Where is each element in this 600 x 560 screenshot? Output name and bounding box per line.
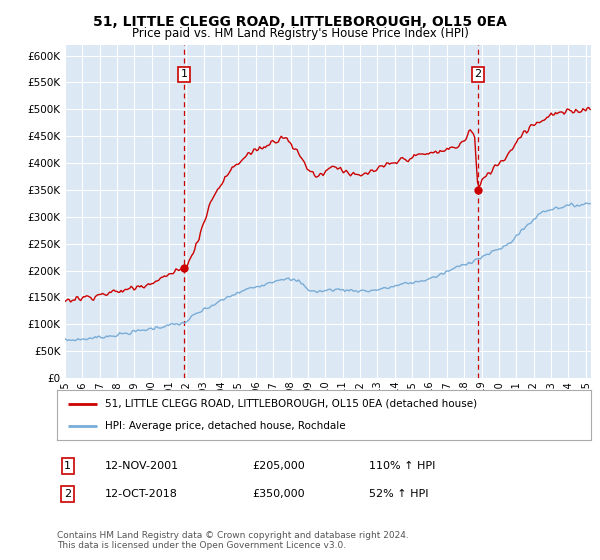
Text: 1: 1	[181, 69, 188, 80]
Text: 51, LITTLE CLEGG ROAD, LITTLEBOROUGH, OL15 0EA (detached house): 51, LITTLE CLEGG ROAD, LITTLEBOROUGH, OL…	[105, 399, 477, 409]
Text: Price paid vs. HM Land Registry's House Price Index (HPI): Price paid vs. HM Land Registry's House …	[131, 27, 469, 40]
Text: 51, LITTLE CLEGG ROAD, LITTLEBOROUGH, OL15 0EA: 51, LITTLE CLEGG ROAD, LITTLEBOROUGH, OL…	[93, 15, 507, 29]
Text: 12-NOV-2001: 12-NOV-2001	[105, 461, 179, 471]
Text: 52% ↑ HPI: 52% ↑ HPI	[369, 489, 428, 499]
Text: 1: 1	[64, 461, 71, 471]
Text: HPI: Average price, detached house, Rochdale: HPI: Average price, detached house, Roch…	[105, 421, 346, 431]
Text: 2: 2	[64, 489, 71, 499]
Text: 2: 2	[475, 69, 482, 80]
Text: £350,000: £350,000	[252, 489, 305, 499]
Text: £205,000: £205,000	[252, 461, 305, 471]
Text: 12-OCT-2018: 12-OCT-2018	[105, 489, 178, 499]
Text: Contains HM Land Registry data © Crown copyright and database right 2024.
This d: Contains HM Land Registry data © Crown c…	[57, 531, 409, 550]
Text: 110% ↑ HPI: 110% ↑ HPI	[369, 461, 436, 471]
